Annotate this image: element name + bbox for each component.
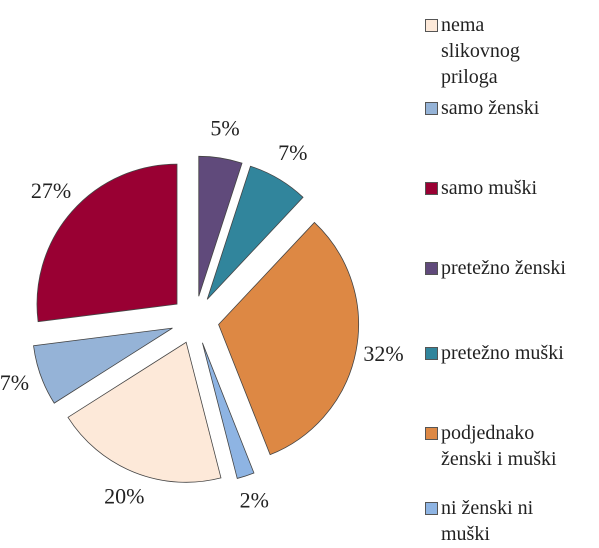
data-label: 5%	[210, 115, 239, 140]
legend-swatch	[425, 262, 438, 275]
legend-entry: samo ženski	[425, 95, 597, 121]
data-label: 7%	[278, 140, 307, 165]
pie-slice	[202, 342, 255, 479]
legend-swatch	[425, 182, 438, 195]
pie-slice	[198, 155, 243, 297]
legend-swatch	[425, 502, 438, 515]
data-label: 20%	[104, 484, 144, 509]
legend-swatch	[425, 102, 438, 115]
legend-entry: pretežno ženski	[425, 255, 597, 281]
data-label: 27%	[31, 178, 71, 203]
legend-entry: ni ženski ni muški	[425, 495, 597, 547]
legend-entry: samo muški	[425, 175, 597, 201]
legend-label: podjednako ženski i muški	[441, 422, 557, 470]
legend-swatch	[425, 19, 438, 32]
data-label: 32%	[363, 341, 403, 366]
data-label: 7%	[0, 370, 29, 395]
legend-label: nema slikovnog priloga	[441, 14, 520, 88]
legend-entry: nema slikovnog priloga	[425, 12, 597, 90]
legend-label: pretežno muški	[441, 342, 564, 364]
legend-entry: pretežno muški	[425, 340, 597, 366]
data-label: 2%	[240, 488, 269, 513]
pie-plot: 20% 7% 27% 5% 7% 32% 2%	[0, 115, 404, 513]
pie-slice	[36, 163, 178, 323]
pie-slice	[33, 327, 173, 404]
legend-swatch	[425, 347, 438, 360]
legend-label: samo ženski	[441, 97, 540, 119]
legend-entry: podjednako ženski i muški	[425, 420, 597, 472]
legend-label: ni ženski ni muški	[441, 497, 534, 545]
legend-label: samo muški	[441, 177, 538, 199]
pie-slice	[206, 165, 304, 300]
legend-label: pretežno ženski	[441, 257, 566, 279]
pie-slice	[218, 221, 359, 456]
legend-swatch	[425, 427, 438, 440]
pie-slice	[67, 341, 222, 483]
